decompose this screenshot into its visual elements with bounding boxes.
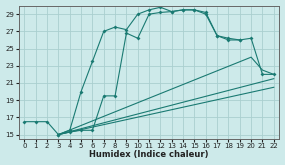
X-axis label: Humidex (Indice chaleur): Humidex (Indice chaleur) <box>89 150 209 159</box>
